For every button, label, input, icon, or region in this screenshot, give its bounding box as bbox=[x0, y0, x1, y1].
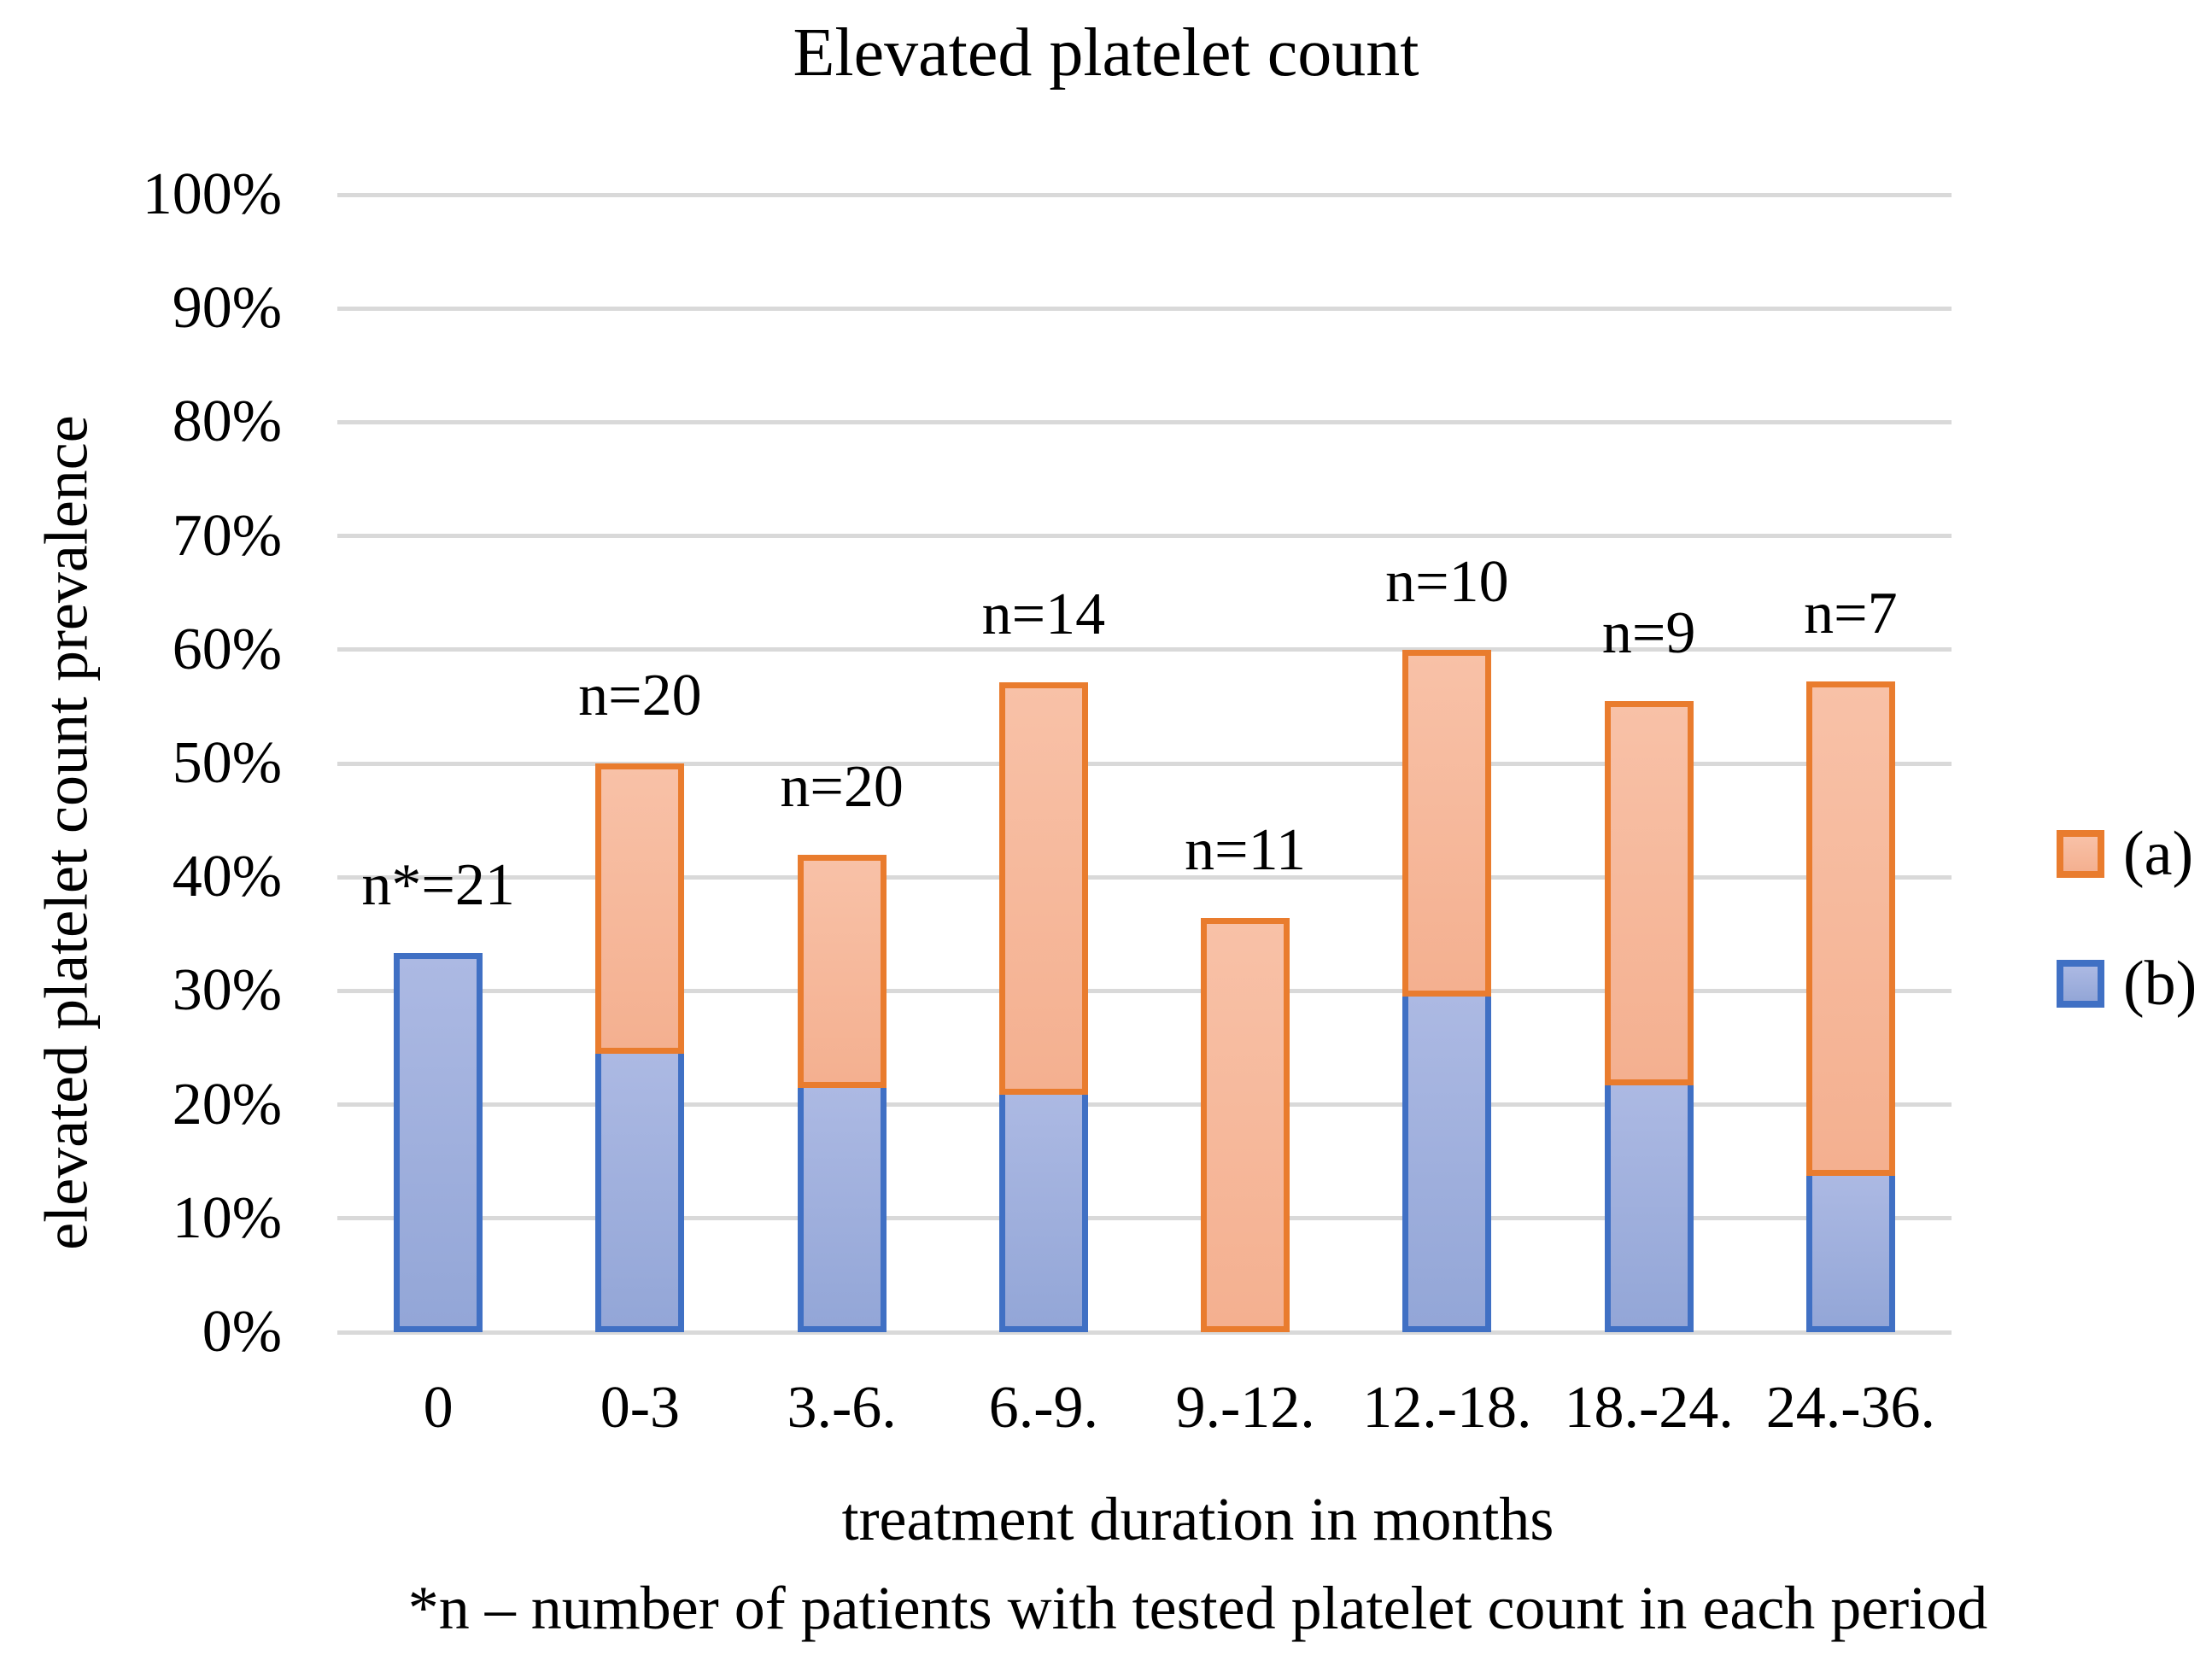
gridline bbox=[337, 874, 1952, 880]
bar-segment-a bbox=[595, 763, 685, 1054]
y-tick-label: 70% bbox=[172, 502, 282, 569]
y-tick-label: 90% bbox=[172, 275, 282, 342]
legend: (a) (b) bbox=[2057, 819, 2197, 1086]
gridline bbox=[337, 647, 1952, 652]
x-axis-title: treatment duration in months bbox=[841, 1485, 1554, 1553]
y-tick-label: 60% bbox=[172, 616, 282, 682]
chart-title: Elevated platelet count bbox=[793, 15, 1419, 91]
bar-n-label: n=10 bbox=[1385, 548, 1509, 615]
x-tick-label: 9.-12. bbox=[1175, 1375, 1315, 1441]
bar-n-label: n*=21 bbox=[361, 852, 515, 919]
bar-segment-a bbox=[998, 682, 1088, 1095]
bar-segment-a bbox=[1201, 918, 1290, 1332]
x-tick-label: 3.-6. bbox=[787, 1375, 897, 1441]
bar-n-label: n=20 bbox=[578, 663, 702, 728]
bar-segment-a bbox=[1604, 700, 1694, 1086]
legend-label-b: (b) bbox=[2123, 949, 2197, 1019]
y-tick-label: 100% bbox=[142, 161, 282, 227]
gridline bbox=[337, 1102, 1952, 1108]
gridline bbox=[337, 1330, 1952, 1335]
legend-label-a: (a) bbox=[2123, 819, 2194, 889]
legend-entry-b: (b) bbox=[2057, 949, 2197, 1019]
gridline bbox=[337, 306, 1952, 311]
bar-n-label: n=7 bbox=[1804, 581, 1898, 647]
bar-segment-b bbox=[595, 1048, 685, 1332]
bar-segment-b bbox=[998, 1088, 1088, 1332]
bar-segment-a bbox=[797, 854, 887, 1088]
gridline bbox=[337, 419, 1952, 424]
x-tick-label: 24.-36. bbox=[1765, 1375, 1936, 1441]
x-tick-label: 6.-9. bbox=[988, 1375, 1099, 1441]
footnote: *n – number of patients with tested plat… bbox=[407, 1574, 1988, 1642]
y-tick-label: 40% bbox=[172, 844, 282, 910]
gridline bbox=[337, 534, 1952, 539]
x-tick-label: 0 bbox=[423, 1375, 454, 1441]
legend-entry-a: (a) bbox=[2057, 819, 2197, 889]
bar-segment-b bbox=[394, 953, 483, 1332]
bar-segment-b bbox=[1805, 1169, 1895, 1332]
bar-n-label: n=11 bbox=[1185, 817, 1307, 884]
x-tick-label: 18.-24. bbox=[1564, 1375, 1734, 1441]
gridline bbox=[337, 988, 1952, 993]
legend-swatch-a-icon bbox=[2057, 830, 2104, 878]
bar-segment-b bbox=[1402, 991, 1492, 1332]
bar-n-label: n=20 bbox=[780, 753, 904, 820]
plot-area: n*=21 n=20 n=20 n=14 n=11 n=10 n=9 n=7 bbox=[337, 192, 1952, 1335]
gridline bbox=[337, 1216, 1952, 1221]
bar-segment-b bbox=[1604, 1079, 1694, 1332]
legend-swatch-b-icon bbox=[2057, 960, 2104, 1008]
x-tick-label: 0-3 bbox=[600, 1375, 681, 1441]
y-tick-label: 80% bbox=[172, 389, 282, 455]
y-tick-label: 0% bbox=[202, 1299, 282, 1365]
bar-segment-a bbox=[1805, 681, 1895, 1176]
bar-n-label: n=9 bbox=[1601, 599, 1696, 666]
y-tick-label: 30% bbox=[172, 957, 282, 1024]
y-tick-label: 10% bbox=[172, 1184, 282, 1251]
y-tick-label: 50% bbox=[172, 730, 282, 796]
bar-segment-a bbox=[1402, 649, 1492, 997]
bar-segment-b bbox=[797, 1081, 887, 1332]
gridline bbox=[337, 192, 1952, 197]
bar-n-label: n=14 bbox=[981, 582, 1106, 648]
x-tick-label: 12.-18. bbox=[1362, 1375, 1532, 1441]
gridline bbox=[337, 761, 1952, 766]
y-tick-label: 20% bbox=[172, 1071, 282, 1137]
